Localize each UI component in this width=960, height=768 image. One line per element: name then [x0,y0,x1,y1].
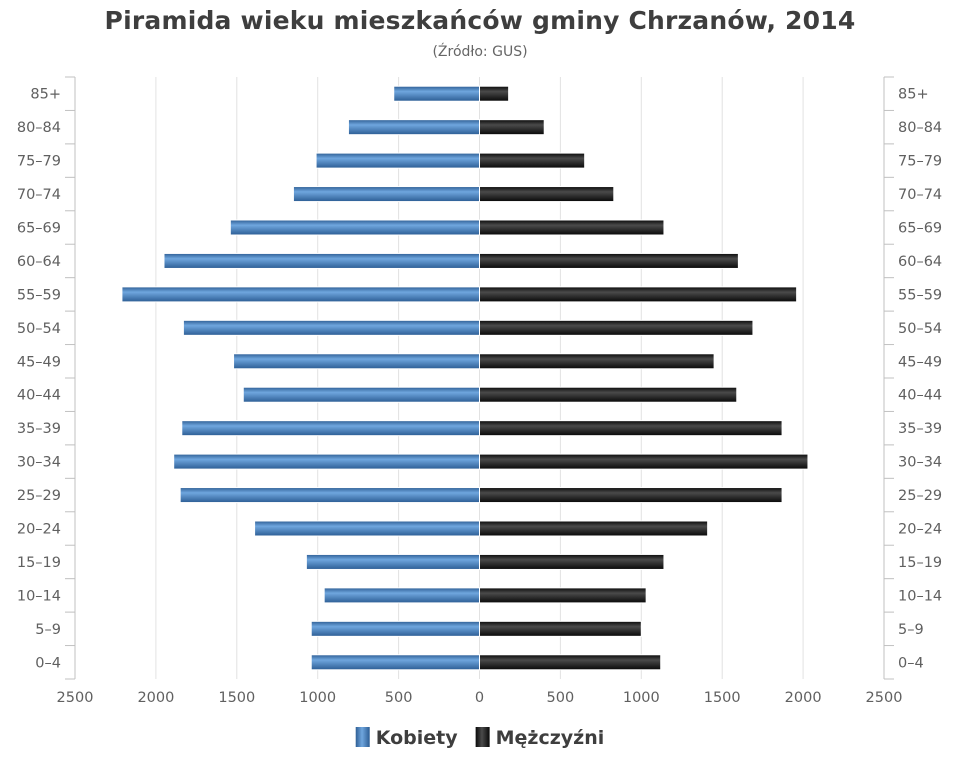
right-category-label: 40–44 [898,388,942,404]
x-tick-label: 500 [547,690,575,706]
right-category-label: 45–49 [898,354,942,370]
bar-kobiety[interactable] [179,487,480,504]
left-category-label: 45–49 [17,354,61,370]
bar-kobiety[interactable] [182,319,480,336]
bar-mezczyzni[interactable] [479,553,665,570]
x-tick-label: 500 [385,690,413,706]
legend-item[interactable]: Kobiety [355,727,459,749]
bar-kobiety[interactable] [393,85,480,102]
right-category-label: 75–79 [898,154,942,170]
bar-mezczyzni[interactable] [479,319,754,336]
left-category-label: 25–29 [17,488,61,504]
bar-kobiety[interactable] [229,219,480,236]
left-category-label: 15–19 [17,555,61,571]
bar-mezczyzni[interactable] [479,219,665,236]
bar-mezczyzni[interactable] [479,152,586,169]
right-category-label: 50–54 [898,321,942,337]
bar-kobiety[interactable] [121,286,480,303]
bar-mezczyzni[interactable] [479,520,709,537]
tick-labels: 2500 2000 1500 1000 500 0 500 1000 1500 2000 2500 8… [17,87,942,706]
bar-mezczyzni[interactable] [479,453,809,470]
bar-kobiety[interactable] [305,553,480,570]
x-tick-label: 1000 [299,690,336,706]
legend-swatch [475,727,490,747]
x-tick-label: 0 [475,690,484,706]
bar-mezczyzni[interactable] [479,487,783,504]
x-tick-label: 1500 [704,690,741,706]
bar-mezczyzni[interactable] [479,286,798,303]
left-category-label: 30–34 [17,455,61,471]
bar-kobiety[interactable] [163,252,481,269]
bar-kobiety[interactable] [242,386,480,403]
right-category-label: 60–64 [898,254,942,270]
left-category-label: 65–69 [17,221,61,237]
right-category-label: 35–39 [898,421,942,437]
bar-mezczyzni[interactable] [479,620,642,637]
right-category-label: 0–4 [898,655,924,671]
chart-title: Piramida wieku mieszkańców gminy Chrzanó… [104,6,856,35]
bar-mezczyzni[interactable] [479,587,647,604]
bar-kobiety[interactable] [310,620,480,637]
bar-mezczyzni[interactable] [479,85,510,102]
x-tick-label: 2000 [137,690,174,706]
chart-subtitle: (Źródło: GUS) [432,44,528,60]
bar-kobiety[interactable] [173,453,480,470]
legend-label: Kobiety [376,727,459,749]
right-category-label: 80–84 [898,120,942,136]
right-category-label: 65–69 [898,221,942,237]
bar-kobiety[interactable] [310,654,480,671]
bar-mezczyzni[interactable] [479,353,715,370]
left-category-label: 40–44 [17,388,61,404]
right-category-label: 15–19 [898,555,942,571]
bar-kobiety[interactable] [181,420,480,437]
bar-kobiety[interactable] [315,152,480,169]
bar-kobiety[interactable] [233,353,480,370]
x-tick-label: 1500 [218,690,255,706]
bar-kobiety[interactable] [292,186,480,203]
legend[interactable]: Kobiety Mężczyźni [355,727,605,749]
left-category-label: 5–9 [35,622,61,638]
bar-mezczyzni[interactable] [479,186,615,203]
axes [65,76,894,680]
right-category-label: 85+ [898,87,929,103]
legend-label: Mężczyźni [496,727,605,749]
bar-kobiety[interactable] [323,587,480,604]
right-category-label: 10–14 [898,588,942,604]
left-category-label: 85+ [30,87,61,103]
legend-swatch [355,727,370,747]
left-category-label: 70–74 [17,187,61,203]
x-tick-label: 2500 [866,690,903,706]
bar-mezczyzni[interactable] [479,420,783,437]
left-category-label: 60–64 [17,254,61,270]
right-category-label: 55–59 [898,287,942,303]
bar-mezczyzni[interactable] [479,386,738,403]
x-tick-label: 2500 [57,690,94,706]
bars [121,85,809,671]
left-category-label: 0–4 [35,655,61,671]
bar-kobiety[interactable] [254,520,480,537]
left-category-label: 20–24 [17,522,61,538]
legend-item[interactable]: Mężczyźni [475,727,605,749]
right-category-label: 30–34 [898,455,942,471]
bar-mezczyzni[interactable] [479,252,739,269]
left-category-label: 35–39 [17,421,61,437]
bar-mezczyzni[interactable] [479,119,545,136]
x-tick-label: 2000 [785,690,822,706]
left-category-label: 10–14 [17,588,61,604]
left-category-label: 50–54 [17,321,61,337]
left-category-label: 55–59 [17,287,61,303]
right-category-label: 5–9 [898,622,924,638]
left-category-label: 80–84 [17,120,61,136]
x-tick-label: 1000 [623,690,660,706]
right-category-label: 20–24 [898,522,942,538]
bar-mezczyzni[interactable] [479,654,662,671]
bar-kobiety[interactable] [347,119,480,136]
right-category-label: 70–74 [898,187,942,203]
left-category-label: 75–79 [17,154,61,170]
right-category-label: 25–29 [898,488,942,504]
